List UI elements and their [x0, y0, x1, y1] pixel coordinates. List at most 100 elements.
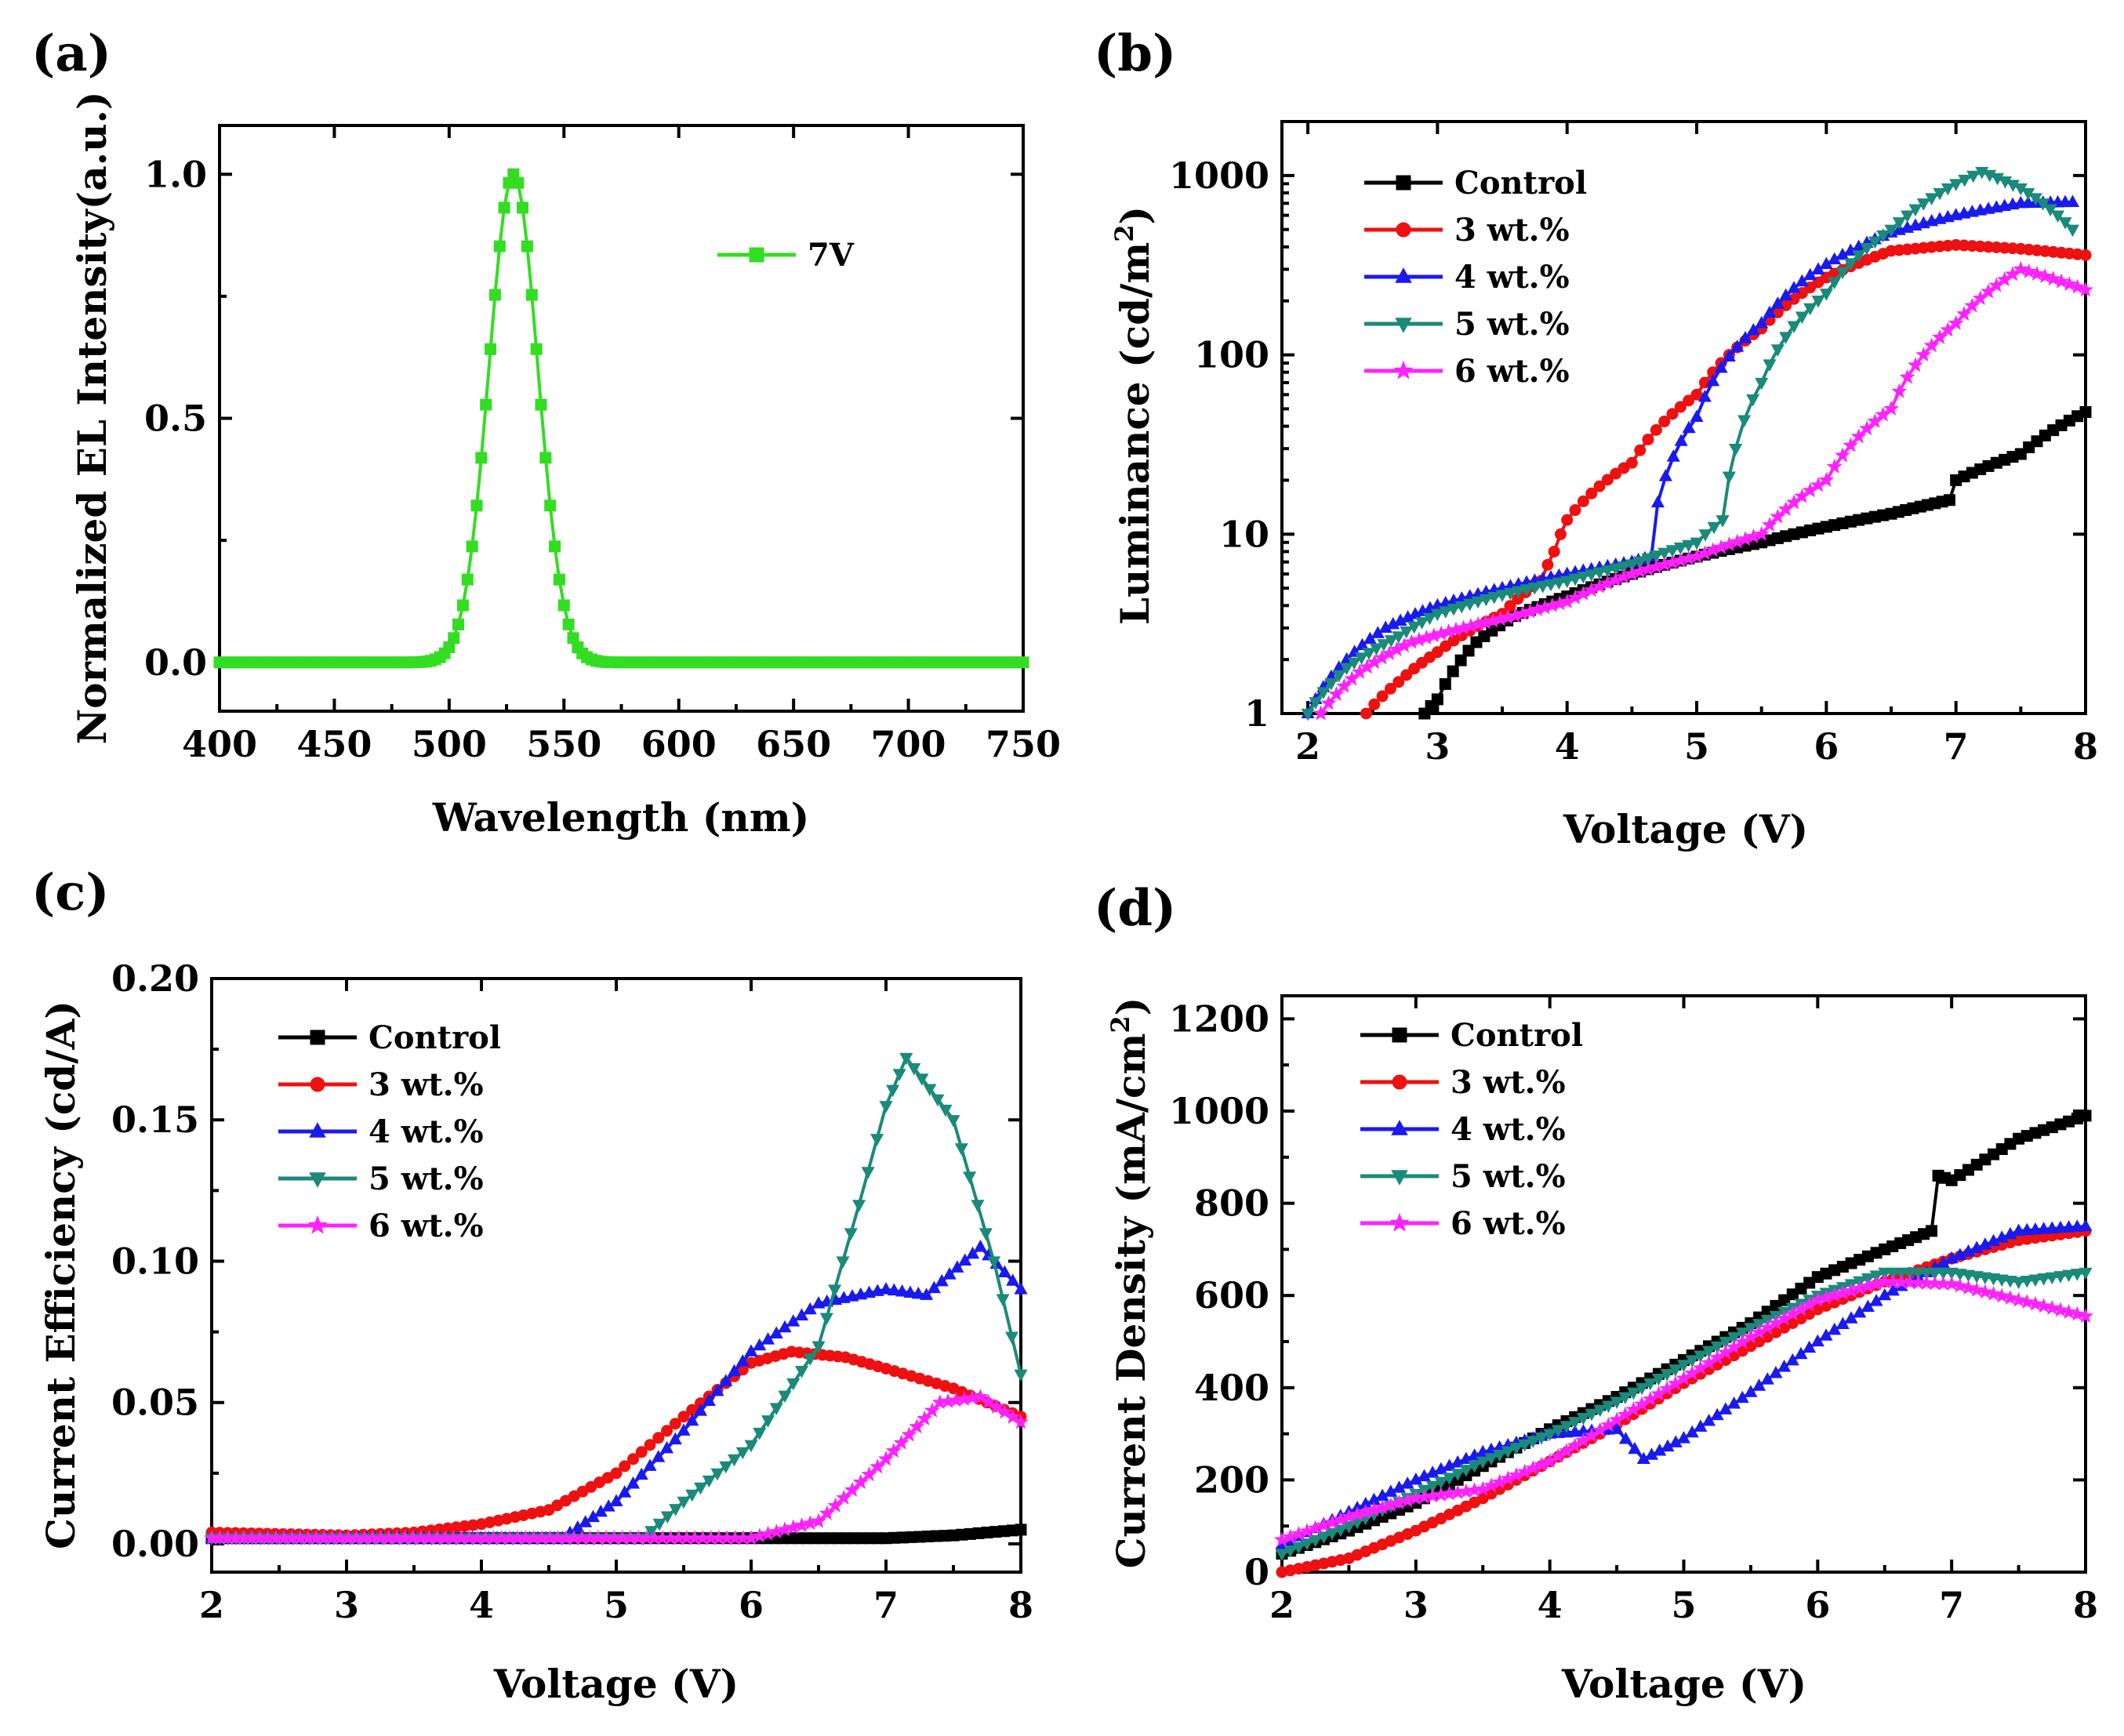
data-point-3-wt- [1650, 423, 1662, 436]
data-point-7v [456, 599, 469, 612]
data-point-7v [557, 599, 570, 612]
data-point-4-wt- [2062, 1220, 2076, 1233]
data-point-6-wt- [2035, 1298, 2052, 1313]
data-point-6-wt- [901, 1426, 917, 1442]
data-point-4-wt- [1769, 1365, 1783, 1378]
data-point-5-wt- [1434, 1476, 1448, 1490]
data-point-5-wt- [1763, 359, 1777, 372]
data-point-6-wt- [2044, 1299, 2060, 1315]
data-point-4-wt- [1618, 1432, 1633, 1444]
data-point-7v [493, 240, 506, 252]
y-tick-label: 100 [1194, 334, 1269, 376]
data-point-5-wt- [1694, 1350, 1708, 1364]
legend-label-control: Control [1450, 1017, 1583, 1054]
data-point-3-wt- [669, 1418, 681, 1430]
data-point-5-wt- [1576, 1412, 1590, 1425]
data-point-3-wt- [1384, 682, 1396, 695]
data-point-3-wt- [1788, 292, 1800, 305]
data-point-4-wt- [735, 1354, 750, 1367]
data-point-3-wt- [1658, 416, 1671, 428]
data-point-5-wt- [1633, 556, 1647, 569]
data-point-5-wt- [1941, 183, 1955, 196]
x-tick-label: 3 [334, 1584, 359, 1626]
data-point-3-wt- [1683, 394, 1695, 407]
data-point-5-wt- [1860, 243, 1874, 256]
data-point-5-wt- [946, 1115, 960, 1128]
data-point-6-wt- [2027, 1295, 2043, 1311]
data-point-6-wt- [1891, 383, 1908, 398]
data-point-3-wt- [644, 1439, 656, 1451]
data-point-5-wt- [1503, 587, 1517, 601]
data-point-5-wt- [1626, 1387, 1640, 1400]
data-point-7v [448, 632, 460, 645]
data-point-4-wt- [966, 1246, 980, 1259]
panel-b-series [1301, 166, 2094, 721]
data-point-6-wt- [1915, 347, 1932, 362]
data-point-4-wt- [626, 1476, 641, 1489]
data-point-5-wt- [719, 1461, 733, 1474]
data-point-4-wt- [1760, 1372, 1774, 1385]
data-point-5-wt- [1534, 1432, 1549, 1445]
data-point-5-wt- [1919, 1267, 1933, 1280]
data-point-4-wt- [2020, 1222, 2034, 1236]
data-point-5-wt- [1928, 1267, 1942, 1280]
data-point-5-wt- [1811, 295, 1825, 308]
x-tick-label: 4 [1538, 1584, 1563, 1626]
data-point-5-wt- [1755, 377, 1769, 390]
data-point-6-wt- [2021, 263, 2037, 278]
data-point-control [1943, 494, 1955, 507]
data-point-control [2079, 1110, 2092, 1122]
data-point-5-wt- [1551, 1425, 1565, 1437]
data-point-5-wt- [1958, 174, 1972, 187]
data-point-3-wt- [1642, 433, 1654, 445]
data-point-6-wt- [1948, 314, 1964, 330]
data-point-7v [498, 202, 510, 214]
data-point-5-wt- [1908, 204, 1922, 217]
x-tick-label: 6 [1805, 1584, 1830, 1626]
data-point-4-wt- [1355, 637, 1370, 651]
data-point-5-wt- [1609, 563, 1623, 576]
data-point-3-wt- [660, 1425, 674, 1437]
data-point-4-wt- [753, 1338, 767, 1351]
x-tick-label: 4 [469, 1584, 494, 1626]
data-point-5-wt- [1493, 1449, 1507, 1462]
data-point-5-wt- [1600, 565, 1614, 578]
data-point-7v [530, 343, 543, 355]
data-point-4-wt- [887, 1283, 901, 1296]
legend-label-4-wt-: 4 wt.% [369, 1113, 484, 1150]
data-point-5-wt- [1468, 1460, 1482, 1473]
panel-d-x-axis-title: Voltage (V) [1561, 1661, 1806, 1707]
data-point-6-wt- [1956, 306, 1973, 321]
y-tick-label: 0.5 [144, 398, 207, 440]
legend-label-6-wt-: 6 wt.% [1450, 1205, 1566, 1242]
data-point-7v [535, 398, 547, 411]
panel-b-y-axis-closing: ) [1112, 206, 1158, 225]
data-point-5-wt- [861, 1167, 875, 1179]
data-point-4-wt- [677, 1423, 691, 1436]
data-point-5-wt- [2051, 210, 2065, 223]
data-point-6-wt- [1899, 369, 1915, 384]
data-point-5-wt- [786, 1378, 801, 1391]
legend-label-3-wt-: 3 wt.% [369, 1066, 484, 1103]
data-point-5-wt- [669, 1504, 683, 1516]
data-point-5-wt- [1422, 612, 1437, 626]
data-point-7v [562, 618, 575, 630]
data-point-6-wt- [909, 1418, 925, 1434]
panel-a-label: (a) [31, 24, 111, 83]
y-tick-label: 1200 [1169, 997, 1269, 1040]
data-point-5-wt- [1779, 332, 1793, 344]
data-point-6-wt- [893, 1434, 910, 1450]
data-point-4-wt- [609, 1494, 623, 1506]
data-point-5-wt- [1518, 1439, 1532, 1452]
x-tick-label: 5 [1684, 725, 1709, 768]
data-point-5-wt- [1593, 1404, 1607, 1418]
data-point-5-wt- [1819, 289, 1833, 301]
data-point-5-wt- [677, 1496, 691, 1509]
data-point-5-wt- [1878, 1267, 1892, 1280]
data-point-4-wt- [2045, 1221, 2059, 1234]
data-point-4-wt- [1658, 469, 1672, 481]
data-point-7v [525, 289, 538, 301]
data-point-5-wt- [1439, 606, 1453, 619]
data-point-5-wt- [693, 1482, 708, 1495]
data-point-control [1431, 693, 1443, 706]
